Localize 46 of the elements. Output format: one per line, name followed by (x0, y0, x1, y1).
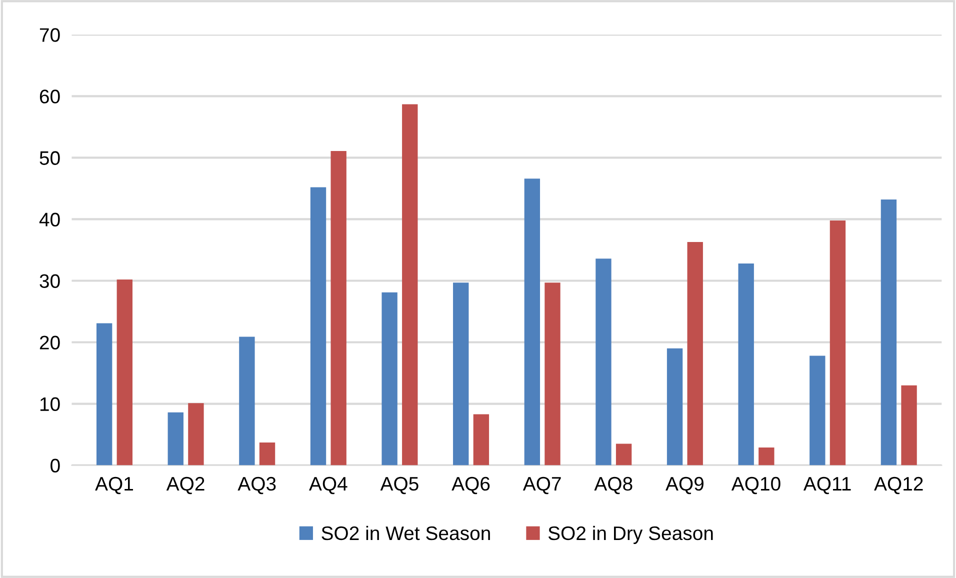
bar (738, 264, 754, 466)
x-tick-label: AQ2 (166, 476, 204, 494)
bar (239, 336, 255, 466)
x-tick-label: AQ1 (95, 476, 133, 494)
y-tick-label: 40 (39, 212, 60, 226)
x-tick-label: AQ3 (238, 476, 276, 494)
bar (830, 220, 846, 466)
x-tick-label: AQ9 (666, 476, 704, 494)
y-tick-label: 50 (40, 151, 60, 165)
bar (168, 412, 184, 466)
y-tick-label: 10 (40, 397, 60, 412)
bar (310, 187, 326, 466)
x-tick-label: AQ6 (452, 476, 490, 494)
bar (687, 242, 703, 466)
bar (596, 258, 612, 466)
bar (330, 150, 346, 466)
x-tick-label: AQ10 (731, 476, 780, 494)
bar (810, 356, 826, 466)
x-tick-label: AQ12 (874, 476, 923, 494)
bar (116, 280, 132, 466)
bar (402, 104, 418, 466)
bar (96, 323, 112, 466)
bar (473, 414, 490, 466)
y-tick-label: 30 (40, 274, 60, 288)
bar (188, 403, 204, 466)
x-tick-label: AQ4 (308, 476, 348, 494)
bar (901, 385, 917, 466)
x-tick-label: AQ8 (594, 476, 632, 494)
y-tick-label: 60 (40, 90, 60, 104)
x-tick-label: AQ7 (522, 476, 561, 494)
bar (758, 447, 774, 466)
bar (453, 282, 469, 466)
bar (382, 292, 398, 466)
legend-label: SO2 in Wet Season (322, 526, 490, 540)
bar (544, 282, 560, 466)
x-tick-label: AQ5 (380, 476, 418, 494)
x-tick-label: AQ11 (803, 476, 851, 494)
y-tick-label: 0 (50, 458, 60, 473)
bar (666, 348, 683, 466)
bar (259, 442, 276, 466)
legend-label: SO2 in Dry Season (548, 526, 713, 544)
y-tick-label: 20 (40, 336, 60, 350)
y-tick-label: 70 (40, 28, 60, 42)
bar (524, 178, 540, 466)
bar (880, 200, 897, 466)
bar (616, 444, 632, 466)
